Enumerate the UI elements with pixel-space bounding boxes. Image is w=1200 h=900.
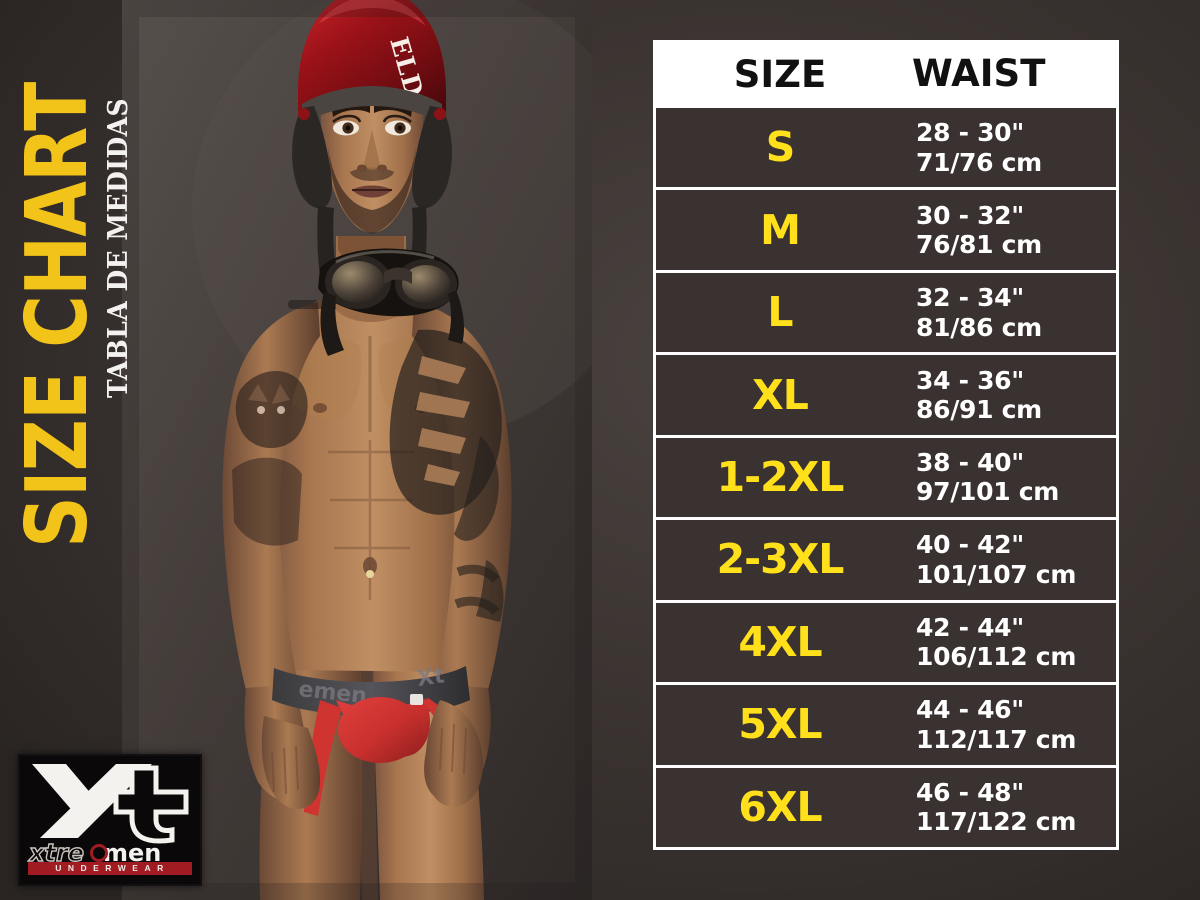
- model-photo: emen Xt: [122, 0, 592, 900]
- waist-inches: 40 - 42": [916, 530, 1024, 560]
- table-row: M 30 - 32" 76/81 cm: [656, 187, 1116, 270]
- size-label: 6XL: [738, 782, 822, 831]
- table-row: 5XL 44 - 46" 112/117 cm: [656, 682, 1116, 765]
- size-label: M: [760, 205, 801, 254]
- table-row: L 32 - 34" 81/86 cm: [656, 269, 1116, 353]
- waist-value: 28 - 30" 71/76 cm: [904, 118, 1116, 177]
- table-row: S 28 - 30" 71/76 cm: [656, 105, 1116, 188]
- waist-cm: 86/91 cm: [916, 395, 1042, 425]
- svg-text:Xt: Xt: [415, 663, 446, 692]
- logo-wordmark-left: xtre: [28, 840, 84, 866]
- size-label: XL: [752, 370, 809, 419]
- waist-value: 34 - 36" 86/91 cm: [904, 366, 1116, 425]
- waist-value: 32 - 34" 81/86 cm: [904, 283, 1116, 342]
- size-label: 2-3XL: [716, 535, 845, 584]
- waist-cm: 117/122 cm: [916, 807, 1077, 837]
- waist-value: 42 - 44" 106/112 cm: [904, 613, 1116, 672]
- table-row: XL 34 - 36" 86/91 cm: [656, 352, 1116, 435]
- waist-cm: 76/81 cm: [916, 230, 1042, 260]
- page-title: SIZE CHART: [6, 82, 107, 548]
- model-photo-illustration: emen Xt: [122, 0, 592, 900]
- waist-inches: 30 - 32": [916, 200, 1024, 230]
- waist-inches: 46 - 48": [916, 777, 1024, 807]
- table-row: 4XL 42 - 44" 106/112 cm: [656, 599, 1116, 683]
- column-header-waist: WAIST: [912, 52, 1046, 96]
- waist-cm: 97/101 cm: [916, 477, 1059, 507]
- table-header-row: SIZE WAIST: [656, 43, 1116, 105]
- brand-logo: xtre men UNDERWEAR: [18, 754, 202, 886]
- size-label: L: [767, 288, 793, 337]
- logo-wordmark-right: men: [103, 840, 161, 866]
- waist-inches: 32 - 34": [916, 283, 1024, 313]
- waist-value: 40 - 42" 101/107 cm: [904, 530, 1116, 589]
- waist-inches: 42 - 44": [916, 612, 1024, 642]
- size-label: S: [765, 123, 796, 172]
- page-subtitle: TABLA DE MEDIDAS: [101, 97, 134, 398]
- logo-xt-monogram: [32, 764, 189, 844]
- waist-inches: 34 - 36": [916, 365, 1024, 395]
- waist-inches: 38 - 40": [916, 447, 1024, 477]
- waist-cm: 112/117 cm: [916, 724, 1077, 754]
- table-row: 2-3XL 40 - 42" 101/107 cm: [656, 517, 1116, 600]
- waist-inches: 44 - 46": [916, 695, 1024, 725]
- waist-value: 38 - 40" 97/101 cm: [904, 448, 1116, 507]
- waist-cm: 71/76 cm: [916, 147, 1042, 177]
- size-label: 4XL: [738, 617, 822, 666]
- column-header-size: SIZE: [733, 52, 827, 96]
- waist-value: 30 - 32" 76/81 cm: [904, 201, 1116, 260]
- table-row: 6XL 46 - 48" 117/122 cm: [656, 764, 1116, 847]
- logo-wordmark: xtre men: [27, 840, 161, 866]
- size-table: SIZE WAIST S 28 - 30" 71/76 cm M 30 - 32…: [653, 40, 1119, 850]
- waist-cm: 106/112 cm: [916, 642, 1077, 672]
- table-row: 1-2XL 38 - 40" 97/101 cm: [656, 434, 1116, 518]
- waist-cm: 101/107 cm: [916, 559, 1077, 589]
- waist-inches: 28 - 30": [916, 118, 1024, 148]
- size-label: 5XL: [738, 700, 822, 749]
- logo-tagline: UNDERWEAR: [28, 862, 192, 875]
- waist-value: 46 - 48" 117/122 cm: [904, 778, 1116, 837]
- waist-value: 44 - 46" 112/117 cm: [904, 695, 1116, 754]
- size-label: 1-2XL: [716, 452, 845, 501]
- waist-cm: 81/86 cm: [916, 312, 1042, 342]
